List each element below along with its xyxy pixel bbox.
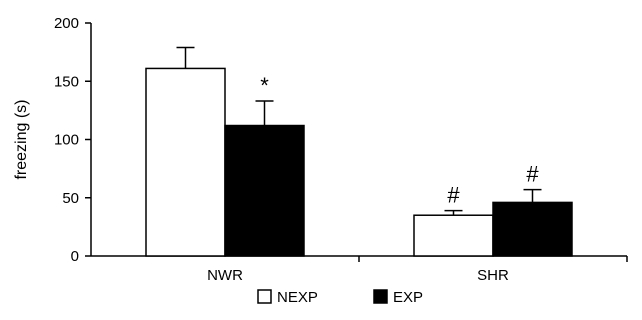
bars: * # # <box>145 46 573 257</box>
significance-marker: # <box>526 162 539 187</box>
bar <box>145 67 226 257</box>
legend-swatch <box>373 289 388 304</box>
legend-label: NEXP <box>277 289 318 306</box>
x-axis-ticks: NWR SHR <box>207 256 628 284</box>
bar <box>224 124 305 257</box>
bar <box>492 201 573 257</box>
legend-label: EXP <box>393 289 423 306</box>
x-tick-label: SHR <box>477 267 509 284</box>
y-tick-label: 50 <box>62 190 79 207</box>
significance-marker: * <box>260 73 269 98</box>
y-tick-label: 200 <box>54 15 79 32</box>
y-axis-title: freezing (s) <box>13 99 30 179</box>
y-tick-label: 0 <box>71 248 79 265</box>
x-tick-label: NWR <box>207 267 243 284</box>
y-axis-ticks: 0 50 100 150 200 <box>54 15 91 265</box>
bar <box>413 214 494 257</box>
y-tick-label: 150 <box>54 73 79 90</box>
significance-marker: # <box>447 183 460 208</box>
y-tick-label: 100 <box>54 132 79 149</box>
legend-swatch <box>257 289 272 304</box>
legend: NEXP EXP <box>257 289 423 306</box>
